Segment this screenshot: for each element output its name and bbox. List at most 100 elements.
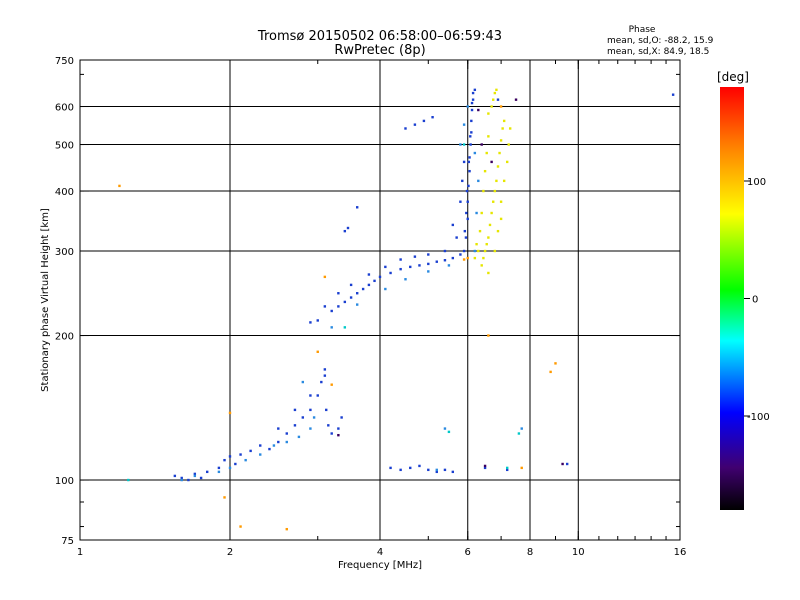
data-point bbox=[461, 179, 464, 183]
data-point bbox=[487, 112, 490, 115]
data-point bbox=[330, 326, 333, 329]
colorbar bbox=[720, 87, 744, 510]
colorbar-tick-label: 100 bbox=[747, 177, 766, 188]
data-point bbox=[475, 242, 478, 246]
data-point bbox=[468, 156, 471, 159]
data-point bbox=[465, 211, 468, 215]
data-point bbox=[320, 380, 323, 384]
data-point bbox=[462, 143, 466, 146]
data-point bbox=[312, 416, 316, 419]
data-point bbox=[549, 370, 552, 374]
data-point bbox=[435, 468, 438, 472]
data-point bbox=[361, 287, 365, 291]
data-point bbox=[505, 466, 509, 470]
data-point bbox=[496, 98, 500, 101]
data-point bbox=[327, 424, 330, 427]
y-tick-label: 600 bbox=[55, 103, 74, 114]
data-point bbox=[492, 98, 495, 101]
data-point bbox=[316, 319, 319, 322]
data-point bbox=[193, 474, 197, 478]
data-point bbox=[473, 256, 477, 260]
data-point bbox=[505, 160, 509, 164]
data-point bbox=[455, 236, 458, 239]
data-point bbox=[343, 326, 347, 329]
phase-stats-x: mean, sd,X: 84.9, 18.5 bbox=[607, 47, 709, 57]
data-point bbox=[330, 309, 333, 313]
x-tick-label: 16 bbox=[674, 547, 687, 558]
data-point bbox=[228, 466, 232, 470]
data-point bbox=[466, 200, 469, 203]
data-point bbox=[431, 116, 434, 119]
x-axis-label: Frequency [MHz] bbox=[338, 560, 422, 571]
data-point bbox=[493, 91, 497, 95]
data-point bbox=[470, 108, 474, 112]
data-point bbox=[462, 249, 466, 253]
data-point bbox=[490, 105, 493, 108]
data-point bbox=[485, 151, 488, 155]
x-tick-label: 1 bbox=[77, 547, 83, 558]
data-point bbox=[330, 432, 333, 435]
data-point bbox=[228, 411, 232, 415]
data-point bbox=[462, 123, 466, 126]
colorbar-tick-label: 0 bbox=[752, 295, 758, 306]
data-point bbox=[467, 160, 471, 164]
data-point bbox=[671, 93, 675, 96]
data-point bbox=[505, 468, 509, 472]
data-point bbox=[404, 278, 407, 281]
data-point bbox=[173, 474, 177, 478]
data-point bbox=[435, 260, 438, 263]
data-point bbox=[483, 466, 487, 470]
data-point bbox=[470, 101, 474, 105]
data-point bbox=[493, 189, 497, 193]
data-point bbox=[325, 408, 328, 412]
data-point bbox=[244, 458, 247, 462]
data-point bbox=[187, 478, 190, 482]
data-point bbox=[480, 143, 483, 146]
data-point bbox=[384, 287, 387, 291]
data-point bbox=[413, 255, 417, 258]
data-point bbox=[483, 169, 487, 173]
data-point bbox=[483, 249, 487, 253]
data-point bbox=[462, 160, 466, 164]
data-point bbox=[323, 275, 327, 279]
data-point bbox=[493, 249, 497, 253]
colorbar-ticks: 100 0 -100 bbox=[744, 177, 770, 423]
data-point bbox=[389, 466, 392, 470]
data-point bbox=[346, 226, 350, 230]
data-point bbox=[239, 525, 242, 528]
data-point bbox=[337, 292, 340, 295]
data-point bbox=[469, 135, 472, 138]
data-point bbox=[443, 249, 447, 253]
y-tick-label: 200 bbox=[55, 332, 74, 343]
chart-title: Tromsø 20150502 06:58:00–06:59:43 bbox=[257, 29, 502, 44]
data-point bbox=[487, 271, 490, 275]
data-point bbox=[422, 119, 426, 123]
data-point bbox=[239, 453, 242, 456]
data-point bbox=[373, 279, 376, 283]
data-point bbox=[180, 476, 183, 480]
data-point bbox=[501, 127, 504, 130]
data-point bbox=[485, 242, 488, 246]
data-point bbox=[520, 466, 523, 470]
y-tick-label: 100 bbox=[55, 476, 74, 487]
data-point bbox=[478, 229, 482, 233]
data-point bbox=[470, 131, 473, 134]
data-point bbox=[480, 264, 483, 267]
phase-stats-title: Phase bbox=[629, 25, 656, 35]
phase-stats-o: mean, sd,O: -88.2, 15.9 bbox=[607, 36, 714, 46]
data-point bbox=[384, 265, 387, 269]
data-point bbox=[285, 432, 288, 435]
data-point bbox=[285, 440, 288, 444]
data-point bbox=[293, 408, 297, 412]
data-point bbox=[234, 462, 237, 466]
data-point bbox=[473, 151, 477, 155]
data-point bbox=[323, 374, 327, 377]
data-point bbox=[565, 462, 569, 466]
data-point bbox=[447, 264, 451, 267]
data-point bbox=[469, 143, 472, 146]
data-point bbox=[435, 470, 438, 474]
data-point bbox=[508, 127, 512, 130]
data-point bbox=[418, 464, 421, 468]
data-point bbox=[309, 427, 312, 430]
